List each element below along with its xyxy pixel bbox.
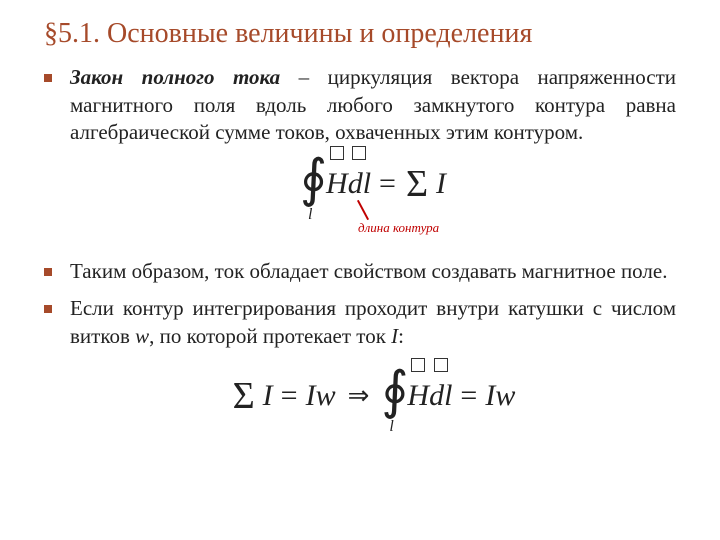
integral-sub: l — [308, 204, 312, 225]
vector-H: H — [407, 376, 429, 416]
vector-arrow-icon — [411, 358, 425, 372]
sum-icon: Σ — [406, 157, 434, 211]
formula-1-wrap: ∮ l H dl = Σ — [70, 153, 676, 226]
sigma-symbol: Σ — [406, 159, 428, 209]
equals-sign: = — [281, 376, 298, 416]
list-item: Если контур интегрирования проходит внут… — [44, 295, 676, 433]
implies-arrow-icon: ⇒ — [348, 379, 370, 413]
formula-2: Σ I = Iw ⇒ ∮ l H — [231, 365, 516, 434]
integral-sub: l — [389, 416, 393, 437]
symbol-Iw: Iw — [485, 376, 515, 416]
vector-arrow-icon — [352, 146, 366, 160]
symbol-I: I — [436, 164, 446, 204]
symbol-w: w — [135, 324, 149, 348]
list-item: Закон полного тока – циркуляция вектора … — [44, 64, 676, 248]
slide: §5.1. Основные величины и определения За… — [0, 0, 720, 540]
contour-integral-icon: ∮ l — [300, 153, 324, 215]
vector-dl: dl — [429, 376, 452, 416]
vector-arrow-icon — [434, 358, 448, 372]
symbol-Iw: Iw — [306, 376, 336, 416]
contour-integral-icon: ∮ l — [381, 365, 405, 427]
symbol-H: H — [407, 379, 429, 412]
symbol-dl: dl — [348, 167, 371, 200]
bullet-list: Закон полного тока – циркуляция вектора … — [44, 64, 676, 434]
vector-dl: dl — [348, 164, 371, 204]
formula-1: ∮ l H dl = Σ — [300, 153, 446, 226]
symbol-dl: dl — [429, 379, 452, 412]
vector-arrow-icon — [330, 146, 344, 160]
term-law-name: Закон полного тока — [70, 65, 280, 89]
symbol-I: I — [263, 376, 273, 416]
bullet-2-text: Таким образом, ток обладает свойством со… — [70, 259, 667, 283]
annotation-text: длина контура — [358, 219, 439, 236]
bullet-3-post: : — [398, 324, 404, 348]
list-item: Таким образом, ток обладает свойством со… — [44, 258, 676, 286]
dash: – — [280, 65, 327, 89]
sum-icon: Σ — [233, 369, 261, 423]
equals-sign: = — [379, 164, 396, 204]
slide-title: §5.1. Основные величины и определения — [44, 18, 676, 50]
formula-2-wrap: Σ I = Iw ⇒ ∮ l H — [70, 365, 676, 434]
sigma-symbol: Σ — [233, 371, 255, 421]
equals-sign: = — [460, 376, 477, 416]
symbol-H: H — [326, 167, 348, 200]
vector-H: H — [326, 164, 348, 204]
bullet-3-mid: , по которой протекает ток — [149, 324, 391, 348]
